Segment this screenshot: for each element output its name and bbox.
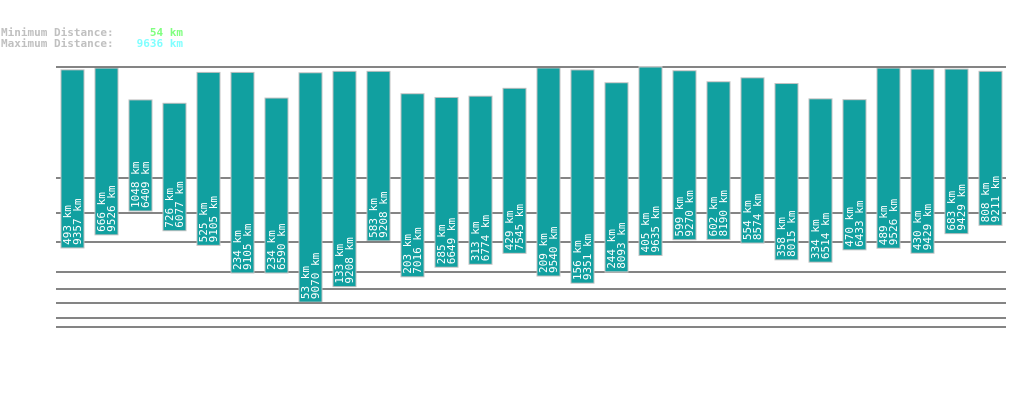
bar-min-label: 234 km <box>265 230 278 270</box>
bar-min-label: 599 km <box>673 197 686 237</box>
bar <box>638 66 663 256</box>
bar <box>162 102 187 232</box>
bar-min-label: 683 km <box>945 191 958 231</box>
bar-max-label: 6409 km <box>139 161 152 208</box>
bar-min-label: 808 km <box>979 182 992 222</box>
min-distance-value: 54 km <box>149 26 183 39</box>
bar <box>706 81 731 240</box>
bar <box>434 96 459 268</box>
bar-min-label: 133 km <box>333 244 346 284</box>
min-distance-label: Minimum Distance: <box>1 26 114 39</box>
bar-min-label: 209 km <box>537 233 550 273</box>
bar-max-label: 9526 km <box>105 185 118 232</box>
bar-min-label: 405 km <box>639 212 652 252</box>
bar <box>536 67 561 277</box>
bar-min-label: 666 km <box>95 192 108 232</box>
bar-min-label: 489 km <box>877 205 890 245</box>
bar <box>876 67 901 249</box>
bar-min-label: 156 km <box>571 240 584 280</box>
bar <box>332 70 357 288</box>
bar-max-label: 6514 km <box>819 212 832 259</box>
bar-max-label: 8093 km <box>615 222 628 269</box>
bar <box>910 68 935 254</box>
bar <box>944 68 969 235</box>
bar-min-label: 493 km <box>61 205 74 245</box>
bar-min-label: 1048 km <box>129 161 142 208</box>
bar-max-label: 8190 km <box>717 190 730 237</box>
bar-max-label: 7545 km <box>513 204 526 251</box>
max-distance-value: 9636 km <box>136 37 183 50</box>
bar <box>94 67 119 236</box>
bar-max-label: 8574 km <box>751 193 764 240</box>
bar <box>604 82 629 273</box>
bar <box>128 99 153 212</box>
bar-max-label: 9357 km <box>71 198 84 245</box>
max-distance-label: Maximum Distance: <box>1 37 114 50</box>
bar <box>264 97 289 274</box>
bar-min-label: 313 km <box>469 221 482 261</box>
bar <box>230 71 255 274</box>
bar-max-label: 9429 km <box>921 204 934 251</box>
bar-max-label: 9540 km <box>547 226 560 273</box>
bar <box>196 71 221 246</box>
bar-max-label: 9208 km <box>377 191 390 238</box>
bar <box>672 70 697 241</box>
bar-min-label: 429 km <box>503 210 516 250</box>
bar-max-label: 9070 km <box>309 252 322 299</box>
bar-min-label: 53 km <box>299 266 312 299</box>
bar-max-label: 9211 km <box>989 176 1002 223</box>
bar-max-label: 9429 km <box>955 184 968 231</box>
bar <box>400 93 425 278</box>
bar-max-label: 9208 km <box>343 237 356 284</box>
bar-max-label: 9351 km <box>581 233 594 280</box>
bar-max-label: 6649 km <box>445 217 458 264</box>
bar-max-label: 6077 km <box>173 181 186 228</box>
bar <box>740 77 765 244</box>
bar-max-label: 9270 km <box>683 190 696 237</box>
bar-max-label: 6590 km <box>275 223 288 270</box>
bar-min-label: 203 km <box>401 234 414 274</box>
bar-max-label: 6433 km <box>853 200 866 247</box>
bar <box>298 72 323 303</box>
bar-max-label: 9635 km <box>649 206 662 253</box>
bar-min-label: 470 km <box>843 207 856 247</box>
bar <box>366 70 391 242</box>
bar-max-label: 9526 km <box>887 199 900 246</box>
bar-max-label: 8015 km <box>785 210 798 257</box>
bar-min-label: 583 km <box>367 198 380 238</box>
bar-min-label: 334 km <box>809 219 822 259</box>
bar <box>502 87 527 254</box>
bar-min-label: 285 km <box>435 224 448 264</box>
bar-min-label: 244 km <box>605 229 618 269</box>
bar <box>842 99 867 251</box>
bar-max-label: 6774 km <box>479 215 492 262</box>
bar-max-label: 9105 km <box>241 223 254 270</box>
bar-max-label: 7016 km <box>411 227 424 274</box>
bar-min-label: 602 km <box>707 196 720 236</box>
bar <box>468 95 493 265</box>
bar <box>774 83 799 261</box>
bar-min-label: 525 km <box>197 202 210 242</box>
bar-min-label: 358 km <box>775 217 788 257</box>
bar-min-label: 554 km <box>741 200 754 240</box>
bar-max-label: 9105 km <box>207 196 220 243</box>
bar <box>570 69 595 284</box>
bar-min-label: 430 km <box>911 210 924 250</box>
bar <box>978 70 1003 226</box>
bar <box>60 69 85 249</box>
bar <box>808 98 833 263</box>
bar-min-label: 234 km <box>231 230 244 270</box>
bar-min-label: 726 km <box>163 188 176 228</box>
